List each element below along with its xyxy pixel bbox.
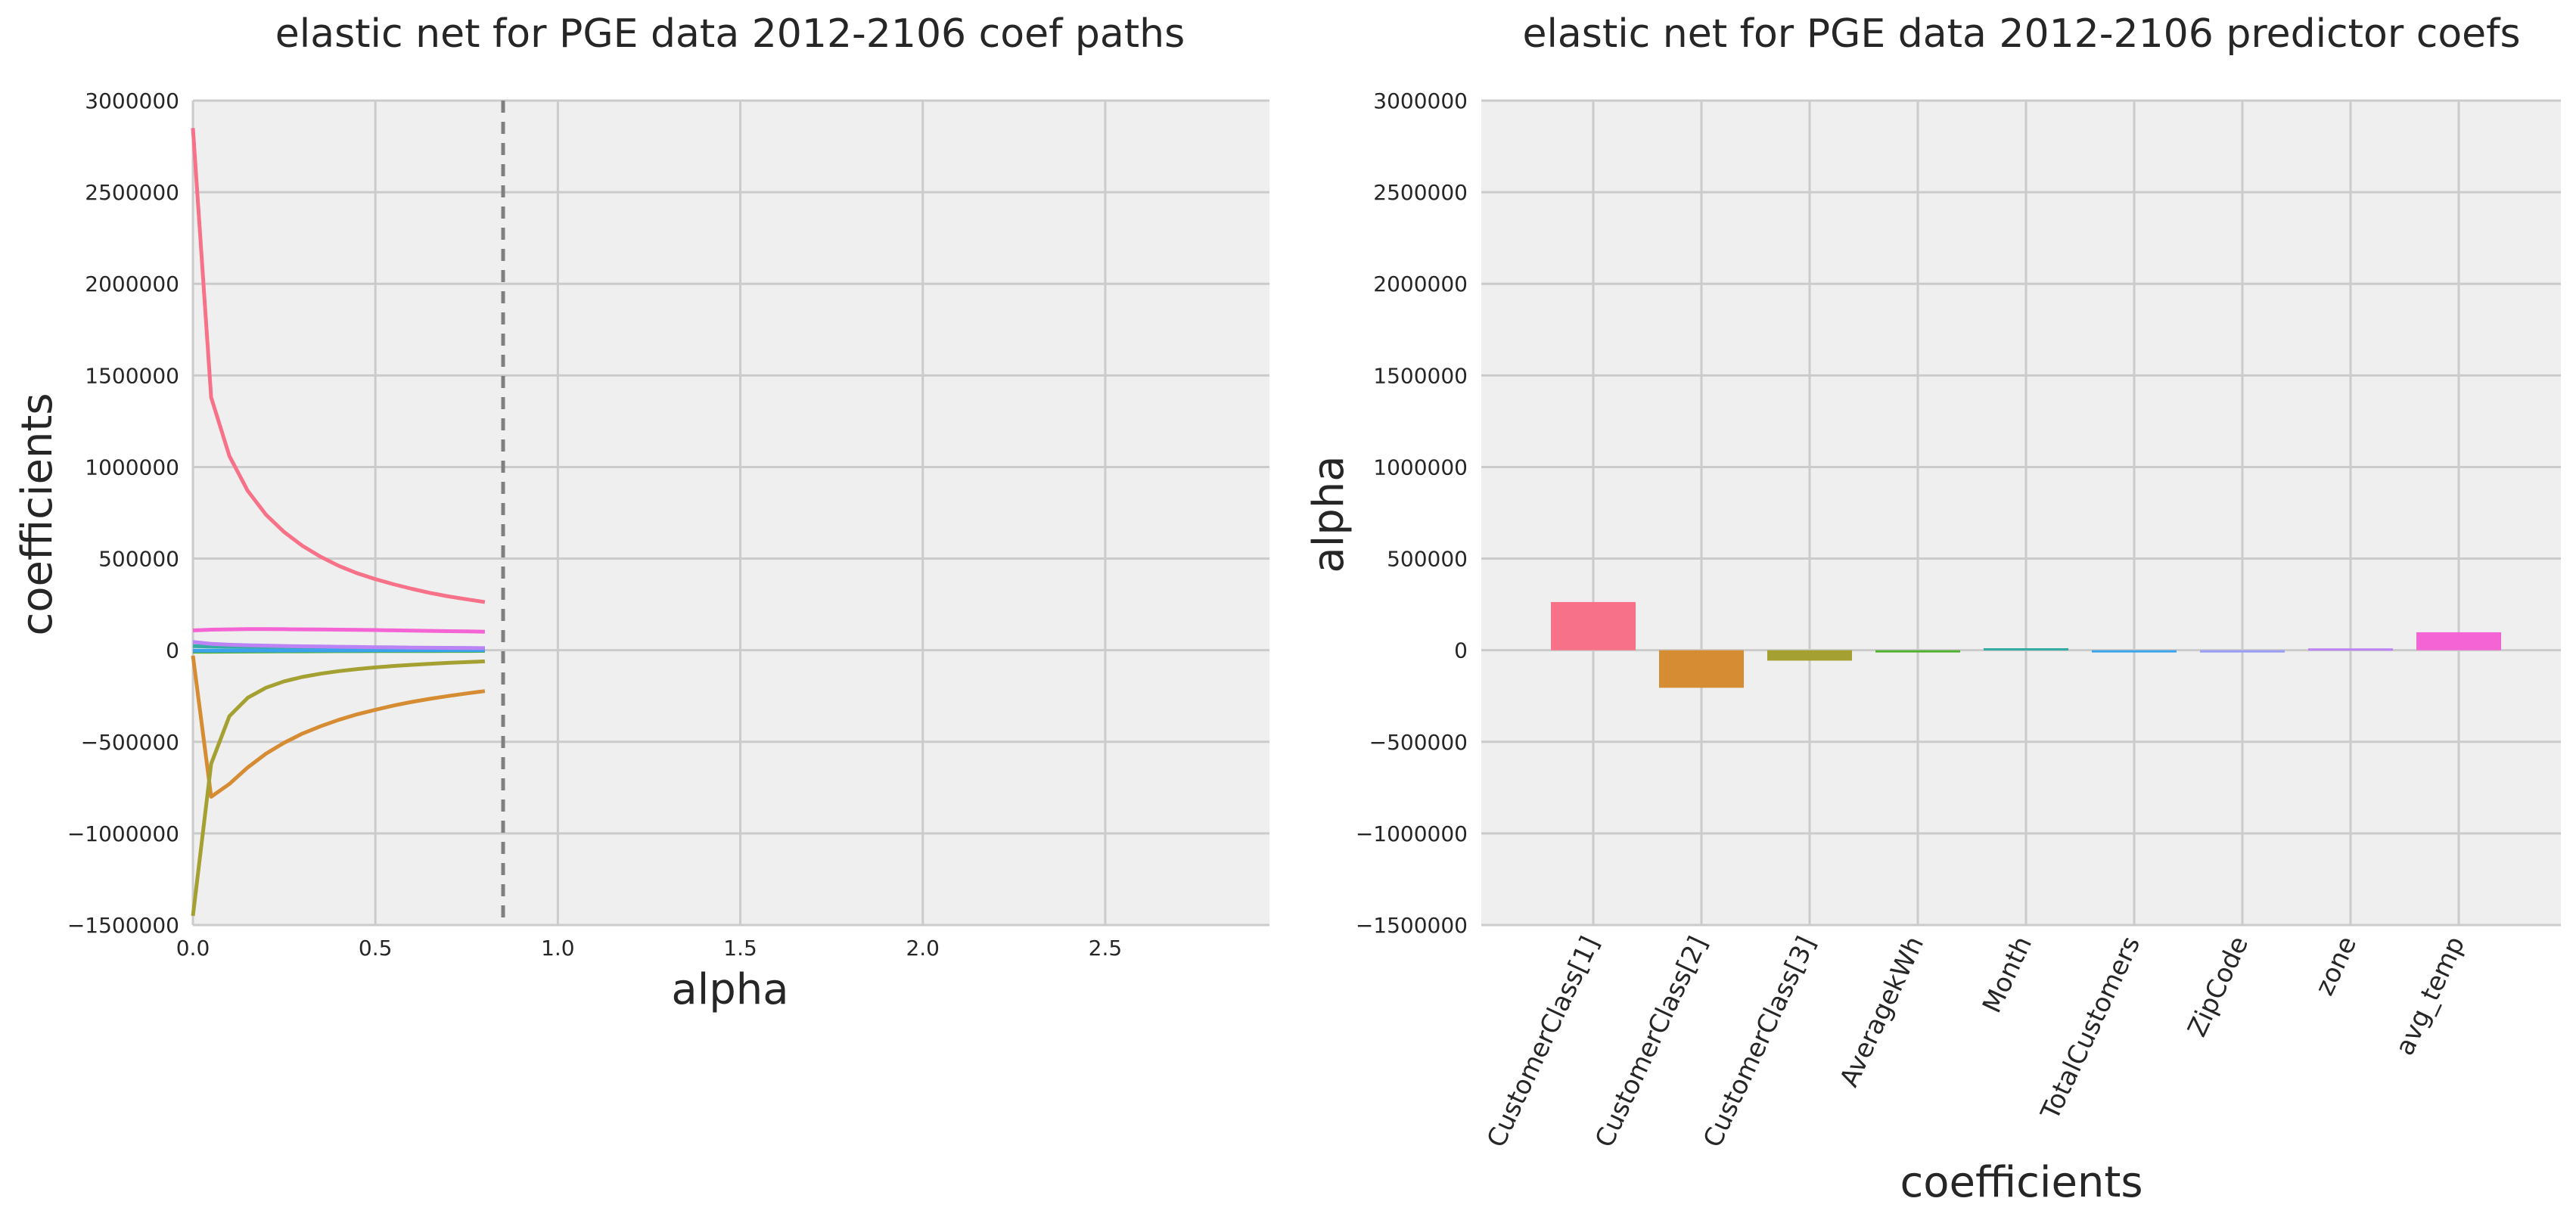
bar [2200, 650, 2285, 653]
x-tick-label: TotalCustomers [2035, 932, 2147, 1125]
coef-paths-chart: −1500000 −1000000 −500000 0 500000 1000000 150… [13, 11, 1269, 1014]
plot-area [193, 101, 1269, 925]
y-tick-labels: −1500000 −1000000 −500000 0 500000 1000000 150… [67, 88, 179, 938]
y-tick-label: −500000 [1369, 730, 1468, 755]
x-tick-label: 1.5 [723, 936, 757, 961]
x-axis-label: coefficients [1900, 1158, 2143, 1207]
chart-title: elastic net for PGE data 2012-2106 coef … [275, 11, 1185, 57]
y-tick-label: −1500000 [67, 913, 179, 938]
y-tick-label: 1000000 [1373, 455, 1468, 480]
bar [1551, 601, 1636, 650]
y-tick-label: 2000000 [1373, 272, 1468, 296]
plot-area [1481, 101, 2561, 925]
gridlines [191, 99, 1269, 927]
x-axis-label: alpha [671, 965, 788, 1014]
y-tick-label: 2000000 [85, 272, 179, 296]
series-lines [191, 128, 486, 917]
series-line [191, 659, 486, 917]
x-tick-label: 0.0 [176, 936, 210, 961]
chart-title: elastic net for PGE data 2012-2106 predi… [1522, 11, 2520, 57]
series-line [192, 640, 485, 650]
y-tick-label: 1000000 [85, 455, 179, 480]
series-line [191, 655, 486, 799]
y-tick-labels: −1500000 −1000000 −500000 0 500000 1000000 150… [1356, 88, 1468, 938]
bar [1659, 650, 1744, 688]
y-tick-label: 3000000 [1373, 88, 1468, 113]
y-tick-label: −500000 [81, 730, 179, 755]
bars [1551, 601, 2501, 688]
x-tick-label: 0.5 [359, 936, 393, 961]
predictor-coefs-chart: −1500000 −1000000 −500000 0 500000 1000000 150… [1304, 11, 2561, 1207]
bar [2416, 632, 2501, 650]
bar [1875, 650, 1960, 653]
x-tick-label: AveragekWh [1834, 932, 1930, 1091]
bar [2308, 648, 2393, 651]
y-tick-label: 500000 [98, 547, 179, 572]
y-tick-label: −1000000 [67, 821, 179, 846]
x-tick-labels: CustomerClass[1]CustomerClass[2]Customer… [1481, 932, 2471, 1152]
y-tick-label: 500000 [1387, 547, 1468, 572]
y-tick-label: 2500000 [1373, 180, 1468, 205]
x-tick-labels: 0.0 0.5 1.0 1.5 2.0 2.5 [176, 936, 1122, 961]
x-tick-label: 2.0 [906, 936, 940, 961]
y-tick-label: −1500000 [1356, 913, 1468, 938]
y-tick-label: 0 [166, 638, 179, 663]
y-axis-label: coefficients [13, 393, 62, 635]
bar [2092, 650, 2177, 653]
y-tick-label: 0 [1454, 638, 1468, 663]
x-tick-label: ZipCode [2182, 932, 2254, 1042]
series-line [191, 128, 486, 604]
y-tick-label: 1500000 [1373, 363, 1468, 388]
x-tick-label: 2.5 [1089, 936, 1123, 961]
x-tick-label: zone [2310, 932, 2363, 1000]
bar [1767, 650, 1852, 661]
x-tick-label: 1.0 [541, 936, 575, 961]
series-line [192, 627, 485, 634]
x-tick-label: Month [1977, 932, 2038, 1017]
x-tick-label: CustomerClass[3] [1698, 932, 1822, 1152]
x-tick-label: CustomerClass[1] [1481, 932, 1605, 1152]
y-tick-label: 3000000 [85, 88, 179, 113]
x-tick-label: CustomerClass[2] [1589, 932, 1714, 1152]
y-tick-label: −1000000 [1356, 821, 1468, 846]
bar [1984, 648, 2068, 651]
y-tick-label: 2500000 [85, 180, 179, 205]
y-tick-label: 1500000 [85, 363, 179, 388]
y-axis-label: alpha [1304, 455, 1353, 573]
x-tick-label: avg_temp [2390, 932, 2471, 1060]
